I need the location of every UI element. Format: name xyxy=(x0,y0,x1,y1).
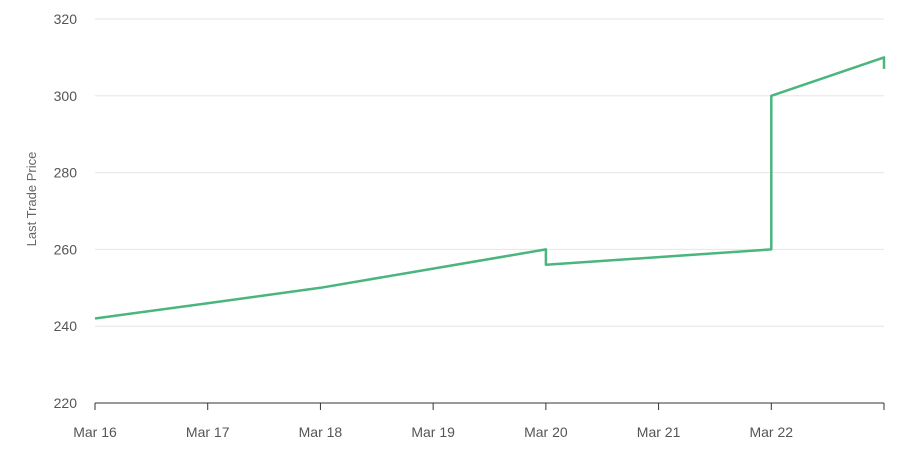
series-layer xyxy=(94,56,886,320)
x-tick-label: Mar 17 xyxy=(186,424,230,440)
x-tick-label: Mar 20 xyxy=(524,424,568,440)
x-tick-label: Mar 18 xyxy=(299,424,343,440)
y-axis: 220 240 260 280 300 320 xyxy=(54,11,78,411)
x-tick-label: Mar 16 xyxy=(73,424,117,440)
y-tick-label: 300 xyxy=(54,88,78,104)
x-tick-label: Mar 21 xyxy=(637,424,681,440)
x-tick-label: Mar 22 xyxy=(749,424,793,440)
x-axis: Mar 16 Mar 17 Mar 18 Mar 19 Mar 20 Mar 21 Mar … xyxy=(73,402,885,440)
y-tick-label: 220 xyxy=(54,395,78,411)
y-tick-label: 260 xyxy=(54,241,78,257)
y-tick-label: 320 xyxy=(54,11,78,27)
grid-lines xyxy=(95,18,884,327)
series-line xyxy=(94,56,886,320)
y-axis-title: Last Trade Price xyxy=(24,152,39,247)
y-tick-label: 240 xyxy=(54,318,78,334)
y-tick-label: 280 xyxy=(54,165,78,181)
x-tick-label: Mar 19 xyxy=(411,424,455,440)
